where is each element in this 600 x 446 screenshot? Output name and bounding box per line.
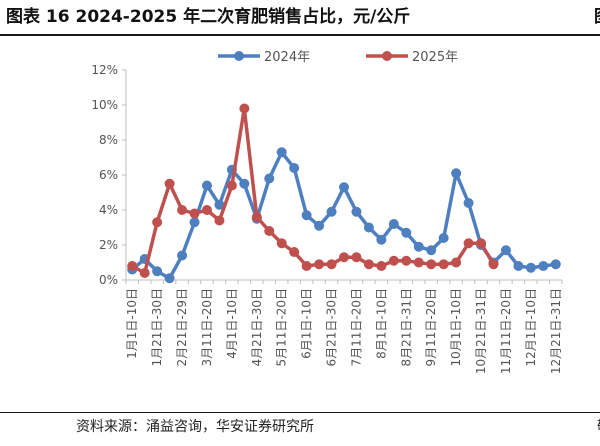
data-point-2024: [413, 241, 424, 252]
y-tick-label: 4%: [99, 203, 118, 217]
data-point-2025: [339, 252, 349, 263]
data-point-2024: [177, 250, 188, 261]
chart-title: 图表 16 2024-2025 年二次育肥销售占比，元/公斤: [6, 7, 411, 27]
y-tick-label: 2%: [99, 238, 118, 252]
data-point-2024: [164, 273, 175, 284]
data-point-2025: [413, 257, 424, 268]
data-point-2025: [476, 238, 487, 249]
y-tick-label: 12%: [91, 63, 118, 77]
legend-marker-2024: [234, 51, 244, 61]
data-point-2025: [177, 205, 188, 215]
data-point-2024: [401, 227, 412, 238]
data-point-2024: [314, 220, 325, 231]
x-tick-label: 10月21日-31日: [474, 288, 488, 374]
data-point-2024: [152, 266, 163, 277]
data-point-2024: [264, 173, 275, 184]
data-point-2024: [214, 199, 225, 210]
data-point-2024: [388, 219, 399, 229]
data-point-2024: [351, 206, 362, 217]
data-point-2025: [226, 180, 237, 191]
data-point-2024: [326, 206, 337, 217]
data-point-2024: [201, 180, 212, 191]
data-point-2025: [164, 178, 175, 189]
data-point-2025: [363, 259, 374, 270]
x-tick-label: 8月21日-31日: [399, 288, 413, 367]
y-tick-label: 6%: [99, 168, 118, 182]
source-note: 资料来源：涌益咨询，华安证券研究所: [76, 419, 314, 435]
data-point-2024: [276, 147, 287, 158]
y-tick-label: 10%: [91, 98, 118, 112]
data-point-2024: [463, 198, 474, 208]
x-tick-label: 10月1日-10日: [449, 288, 463, 367]
legend-label-2024: 2024年: [264, 50, 310, 65]
data-point-2025: [401, 255, 412, 266]
data-point-2024: [438, 233, 449, 243]
x-tick-label: 6月1日-10日: [300, 288, 314, 359]
data-point-2025: [264, 226, 275, 236]
data-point-2025: [301, 261, 312, 271]
x-tick-label: 11月11日-20日: [499, 288, 513, 374]
x-tick-label: 1月21日-30日: [150, 288, 164, 367]
data-point-2024: [500, 245, 511, 256]
bottom-rule: [0, 412, 600, 413]
y-tick-label: 0%: [99, 273, 118, 287]
data-point-2025: [139, 268, 150, 278]
x-tick-label: 12月1日-10日: [524, 288, 538, 367]
x-tick-label: 9月11日-20日: [424, 288, 438, 367]
data-point-2025: [289, 247, 300, 257]
x-tick-label: 4月21日-30日: [250, 288, 264, 367]
x-tick-label: 6月21日-30日: [325, 288, 339, 367]
data-point-2025: [201, 205, 212, 215]
data-point-2025: [127, 261, 138, 271]
x-tick-label: 12月21日-31日: [549, 288, 563, 374]
data-point-2024: [525, 262, 536, 273]
data-point-2025: [388, 255, 399, 266]
data-point-2024: [376, 234, 387, 245]
data-point-2024: [538, 261, 549, 271]
y-tick-label: 8%: [99, 133, 118, 147]
x-tick-label: 5月11日-20日: [275, 288, 289, 367]
data-point-2025: [451, 257, 462, 268]
data-point-2024: [451, 168, 462, 179]
data-point-2025: [214, 215, 225, 226]
data-point-2024: [189, 217, 200, 228]
data-point-2024: [426, 245, 437, 256]
x-tick-label: 1月1日-10日: [125, 288, 139, 359]
x-tick-label: 8月1日-10日: [374, 288, 388, 359]
data-point-2025: [326, 259, 337, 270]
x-tick-label: 2月21日-29日: [175, 288, 189, 367]
x-tick-label: 4月1日-10日: [225, 288, 239, 359]
data-point-2024: [301, 210, 312, 221]
data-point-2025: [426, 259, 437, 270]
data-point-2025: [463, 238, 474, 249]
data-point-2025: [351, 252, 362, 263]
data-point-2025: [488, 259, 499, 270]
data-point-2025: [376, 261, 387, 271]
data-point-2024: [550, 259, 561, 270]
data-point-2024: [289, 163, 300, 173]
x-tick-label: 7月11日-20日: [349, 288, 363, 367]
data-point-2025: [314, 259, 325, 270]
next-source-fragment: 敬: [597, 414, 600, 440]
data-point-2024: [339, 182, 349, 193]
data-point-2024: [363, 222, 374, 233]
data-point-2024: [513, 261, 524, 271]
data-point-2025: [189, 208, 200, 219]
data-point-2024: [239, 178, 250, 189]
data-point-2025: [152, 217, 163, 228]
data-point-2025: [276, 238, 287, 249]
top-rule: [0, 34, 600, 36]
legend-marker-2025: [382, 51, 392, 61]
data-point-2025: [239, 103, 250, 114]
next-title-fragment: 图: [594, 2, 600, 32]
data-point-2025: [438, 259, 449, 270]
legend-label-2025: 2025年: [412, 50, 458, 65]
data-point-2025: [251, 212, 262, 222]
x-tick-label: 3月11日-20日: [200, 288, 214, 367]
